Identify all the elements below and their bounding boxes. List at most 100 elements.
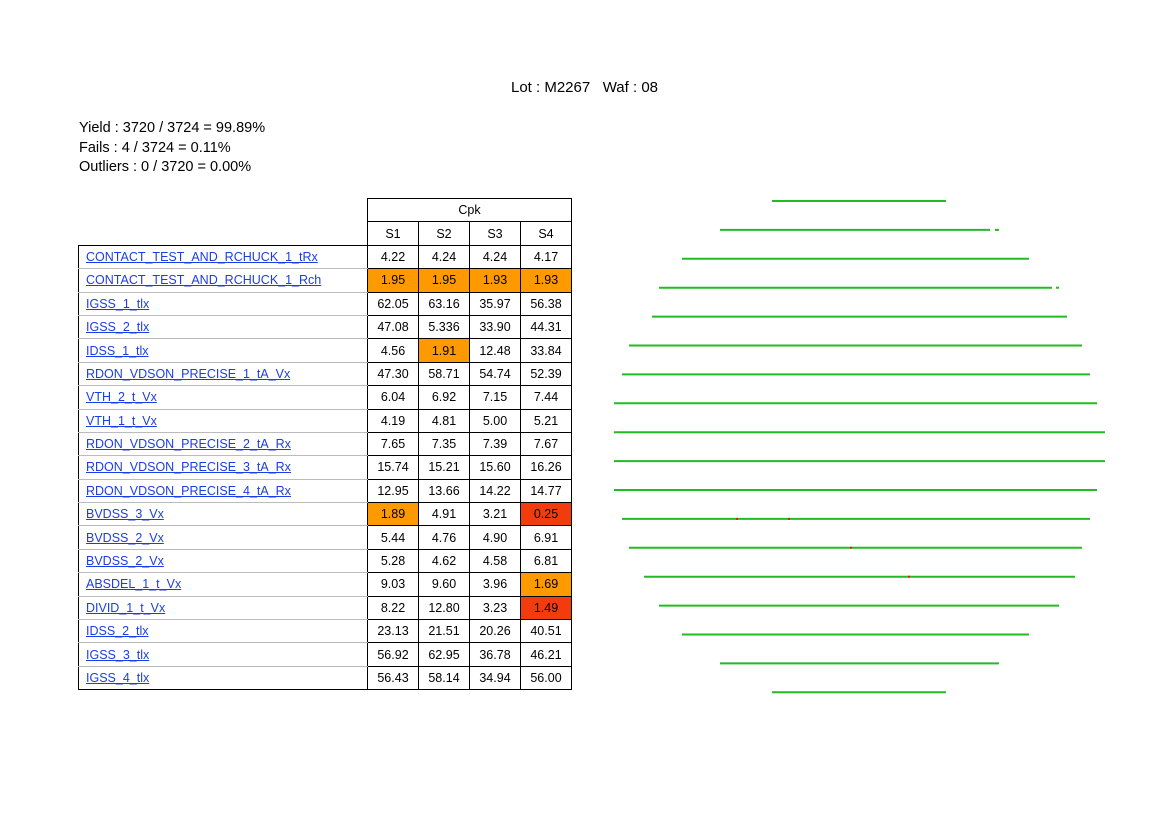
column-header: S4 — [520, 221, 572, 246]
cpk-cell: 54.74 — [469, 361, 521, 387]
cpk-cell: 44.31 — [520, 314, 572, 340]
test-name-link[interactable]: BVDSS_2_Vx — [86, 554, 164, 569]
yield-line: Yield : 3720 / 3724 = 99.89% — [79, 120, 266, 136]
column-header: S3 — [469, 221, 521, 246]
cpk-cell: 56.38 — [520, 291, 572, 316]
test-name-link[interactable]: CONTACT_TEST_AND_RCHUCK_1_Rch — [86, 273, 322, 288]
cpk-cell: 1.93 — [469, 268, 521, 293]
table-row: IDSS_2_tlx 23.13 21.51 20.26 40.51 — [78, 619, 572, 644]
table-row: RDON_VDSON_PRECISE_1_tA_Vx 47.30 58.71 54.7… — [78, 361, 572, 387]
cpk-cell: 52.39 — [520, 361, 572, 387]
test-name-link[interactable]: IGSS_2_tlx — [86, 320, 150, 335]
table-row: VTH_2_t_Vx 6.04 6.92 7.15 7.44 — [78, 385, 572, 410]
cpk-cell: 15.21 — [418, 455, 470, 480]
test-name-link[interactable]: RDON_VDSON_PRECISE_3_tA_Rx — [86, 460, 291, 475]
cpk-cell: 40.51 — [520, 619, 572, 644]
column-header: S1 — [367, 221, 419, 246]
cpk-cell: 4.81 — [418, 408, 470, 433]
cpk-cell: 33.90 — [469, 314, 521, 340]
cpk-cell: 5.21 — [520, 408, 572, 433]
cpk-cell: 56.92 — [367, 642, 419, 667]
cpk-cell: 4.24 — [469, 244, 521, 270]
table-row: DIVID_1_t_Vx 8.22 12.80 3.23 1.49 — [78, 595, 572, 621]
test-name-link[interactable]: BVDSS_2_Vx — [86, 530, 164, 545]
cpk-cell: 3.21 — [469, 502, 521, 527]
cpk-cell: 6.04 — [367, 385, 419, 410]
cpk-cell: 12.48 — [469, 338, 521, 363]
cpk-cell: 47.30 — [367, 361, 419, 387]
test-name-link[interactable]: DIVID_1_t_Vx — [86, 600, 166, 615]
cpk-cell: 1.93 — [520, 268, 572, 293]
cpk-cell: 62.05 — [367, 291, 419, 316]
test-name-link[interactable]: VTH_1_t_Vx — [86, 413, 157, 428]
cpk-cell: 15.60 — [469, 455, 521, 480]
cpk-cell: 7.67 — [520, 431, 572, 457]
cpk-cell: 36.78 — [469, 642, 521, 667]
table-row: RDON_VDSON_PRECISE_2_tA_Rx 7.65 7.35 7.39 7.… — [78, 431, 572, 457]
cpk-cell: 56.00 — [520, 665, 572, 691]
test-name-link[interactable]: ABSDEL_1_t_Vx — [86, 577, 182, 592]
cpk-cell: 58.14 — [418, 665, 470, 691]
cpk-cell: 1.95 — [367, 268, 419, 293]
cpk-cell: 7.44 — [520, 385, 572, 410]
cpk-cell: 5.336 — [418, 314, 470, 340]
table-row: IGSS_3_tlx 56.92 62.95 36.78 46.21 — [78, 642, 572, 667]
test-name-link[interactable]: IDSS_2_tlx — [86, 624, 149, 639]
table-row: IGSS_2_tlx 47.08 5.336 33.90 44.31 — [78, 314, 572, 340]
test-name-link[interactable]: IDSS_1_tlx — [86, 343, 149, 358]
test-name-link[interactable]: BVDSS_3_Vx — [86, 507, 164, 522]
test-name-link[interactable]: RDON_VDSON_PRECISE_4_tA_Rx — [86, 483, 291, 498]
test-name-link[interactable]: RDON_VDSON_PRECISE_2_tA_Rx — [86, 437, 291, 452]
cpk-cell: 0.25 — [520, 502, 572, 527]
table-row: VTH_1_t_Vx 4.19 4.81 5.00 5.21 — [78, 408, 572, 433]
cpk-cell: 14.77 — [520, 478, 572, 504]
cpk-cell: 4.19 — [367, 408, 419, 433]
table-row: BVDSS_2_Vx 5.44 4.76 4.90 6.91 — [78, 525, 572, 550]
column-header: S2 — [418, 221, 470, 246]
table-row: ABSDEL_1_t_Vx 9.03 9.60 3.96 1.69 — [78, 572, 572, 597]
cpk-cell: 7.35 — [418, 431, 470, 457]
cpk-cell: 15.74 — [367, 455, 419, 480]
cpk-cell: 12.95 — [367, 478, 419, 504]
cpk-cell: 34.94 — [469, 665, 521, 691]
cpk-cell: 14.22 — [469, 478, 521, 504]
cpk-cell: 4.58 — [469, 548, 521, 574]
fails-line: Fails : 4 / 3724 = 0.11% — [79, 139, 231, 156]
cpk-cell: 46.21 — [520, 642, 572, 667]
cpk-cell: 3.23 — [469, 595, 521, 621]
cpk-cell: 5.28 — [367, 548, 419, 574]
cpk-cell: 62.95 — [418, 642, 470, 667]
cpk-table: Cpk S1 S2 S3 S4 CONTACT_TEST_AND_RCHUCK_… — [78, 197, 572, 691]
test-name-link[interactable]: CONTACT_TEST_AND_RCHUCK_1_tRx — [86, 249, 318, 264]
table-row: IGSS_4_tlx 56.43 58.14 34.94 56.00 — [78, 665, 572, 691]
cpk-cell: 1.91 — [418, 338, 470, 363]
cpk-cell: 4.17 — [520, 244, 572, 270]
cpk-cell: 7.15 — [469, 385, 521, 410]
yield-summary: Yield : 3720 / 3724 = 99.89% Fails : 4 /… — [79, 119, 265, 178]
test-name-link[interactable]: VTH_2_t_Vx — [86, 390, 157, 405]
test-name-link[interactable]: IGSS_1_tlx — [86, 296, 150, 311]
table-row: RDON_VDSON_PRECISE_4_tA_Rx 12.95 13.66 14.2… — [78, 478, 572, 504]
cpk-cell: 4.24 — [418, 244, 470, 270]
cpk-cell: 5.00 — [469, 408, 521, 433]
cpk-cell: 58.71 — [418, 361, 470, 387]
cpk-cell: 23.13 — [367, 619, 419, 644]
cpk-cell: 63.16 — [418, 291, 470, 316]
table-row: BVDSS_3_Vx 1.89 4.91 3.21 0.25 — [78, 502, 572, 527]
test-name-link[interactable]: RDON_VDSON_PRECISE_1_tA_Vx — [86, 366, 291, 381]
test-name-link[interactable]: IGSS_3_tlx — [86, 647, 150, 662]
table-row: IGSS_1_tlx 62.05 63.16 35.97 56.38 — [78, 291, 572, 316]
cpk-cell: 7.39 — [469, 431, 521, 457]
test-name-link[interactable]: IGSS_4_tlx — [86, 671, 150, 685]
cpk-cell: 4.22 — [367, 244, 419, 270]
cpk-cell: 4.56 — [367, 338, 419, 363]
cpk-cell: 16.26 — [520, 455, 572, 480]
cpk-cell: 8.22 — [367, 595, 419, 621]
table-row: IDSS_1_tlx 4.56 1.91 12.48 33.84 — [78, 338, 572, 363]
cpk-cell: 6.91 — [520, 525, 572, 550]
cpk-cell: 1.95 — [418, 268, 470, 293]
table-row: CONTACT_TEST_AND_RCHUCK_1_Rch 1.95 1.95 1.9… — [78, 268, 572, 293]
page-title: Lot : M2267 Waf : 08 — [510, 79, 659, 96]
cpk-cell: 33.84 — [520, 338, 572, 363]
